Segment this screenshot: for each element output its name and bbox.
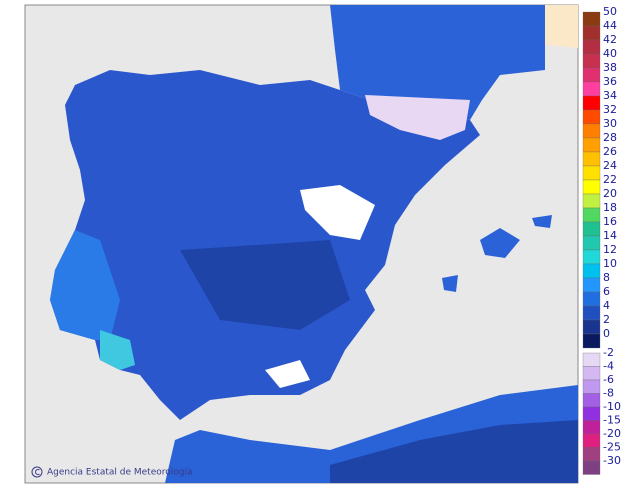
- legend-label: 30: [603, 117, 617, 130]
- legend-label: 6: [603, 285, 610, 298]
- legend-label: 8: [603, 271, 610, 284]
- legend-label: 36: [603, 75, 617, 88]
- pyrenees: [365, 95, 470, 140]
- snow: [265, 360, 310, 388]
- legend-label: 10: [603, 257, 617, 270]
- legend-swatch: [582, 433, 601, 448]
- legend-swatch: [582, 305, 601, 321]
- legend-label: -6: [603, 373, 614, 386]
- legend-label: 34: [603, 89, 617, 102]
- legend-label: 50: [603, 5, 617, 18]
- legend: 5044424038363432302826242220181614121086…: [582, 5, 621, 475]
- legend-label: -20: [603, 427, 621, 440]
- legend-swatch: [582, 460, 601, 475]
- legend-swatch: [582, 221, 601, 237]
- credit: Agencia Estatal de Meteorología: [47, 468, 193, 478]
- snow: [300, 185, 375, 240]
- warm-coast: [100, 330, 135, 370]
- legend-label: 20: [603, 187, 617, 200]
- legend-swatch: [582, 235, 601, 251]
- legend-label: -30: [603, 454, 621, 467]
- legend-swatch: [582, 249, 601, 265]
- interior: [180, 240, 350, 330]
- legend-label: 14: [603, 229, 617, 242]
- legend-swatch: [582, 291, 601, 307]
- legend-swatch: [582, 151, 601, 167]
- legend-label: -25: [603, 441, 621, 454]
- legend-swatch: [582, 81, 601, 97]
- legend-label: 16: [603, 215, 617, 228]
- legend-label: -8: [603, 387, 614, 400]
- portugal-coast: [50, 230, 120, 340]
- legend-swatch: [582, 447, 601, 462]
- legend-label: 44: [603, 19, 617, 32]
- land-beige: [545, 5, 578, 48]
- island: [442, 275, 458, 292]
- copyright-icon: [35, 469, 40, 475]
- legend-swatch: [582, 406, 601, 421]
- legend-swatch: [582, 207, 601, 223]
- legend-label: -10: [603, 400, 621, 413]
- legend-label: 4: [603, 299, 610, 312]
- legend-swatch: [582, 193, 601, 209]
- legend-label: 28: [603, 131, 617, 144]
- island: [480, 228, 520, 258]
- legend-label: -4: [603, 360, 614, 373]
- legend-swatch: [582, 95, 601, 111]
- legend-label: 42: [603, 33, 617, 46]
- legend-swatch: [582, 263, 601, 279]
- legend-label: 18: [603, 201, 617, 214]
- island: [532, 215, 552, 228]
- legend-swatch: [582, 393, 601, 408]
- legend-swatch: [582, 366, 601, 381]
- legend-swatch: [582, 137, 601, 153]
- legend-swatch: [582, 277, 601, 293]
- africa-interior: [330, 420, 578, 483]
- legend-swatch: [582, 379, 601, 394]
- legend-swatch: [582, 11, 601, 27]
- legend-swatch: [582, 352, 601, 367]
- legend-label: 26: [603, 145, 617, 158]
- legend-swatch: [582, 165, 601, 181]
- legend-swatch: [582, 420, 601, 435]
- legend-label: 0: [603, 327, 610, 340]
- legend-swatch: [582, 333, 601, 349]
- legend-swatch: [582, 109, 601, 125]
- legend-swatch: [582, 39, 601, 55]
- legend-label: -2: [603, 346, 614, 359]
- legend-label: 2: [603, 313, 610, 326]
- legend-label: 12: [603, 243, 617, 256]
- legend-swatch: [582, 67, 601, 83]
- legend-swatch: [582, 123, 601, 139]
- legend-label: 40: [603, 47, 617, 60]
- copyright-icon: [31, 466, 43, 478]
- map: Agencia Estatal de Meteorología: [24, 4, 579, 484]
- legend-swatch: [582, 319, 601, 335]
- legend-label: 32: [603, 103, 617, 116]
- legend-label: 38: [603, 61, 617, 74]
- legend-swatch: [582, 25, 601, 41]
- france: [330, 5, 545, 120]
- legend-swatch: [582, 179, 601, 195]
- legend-label: -15: [603, 414, 621, 427]
- legend-label: 24: [603, 159, 617, 172]
- legend-label: 22: [603, 173, 617, 186]
- legend-swatch: [582, 53, 601, 69]
